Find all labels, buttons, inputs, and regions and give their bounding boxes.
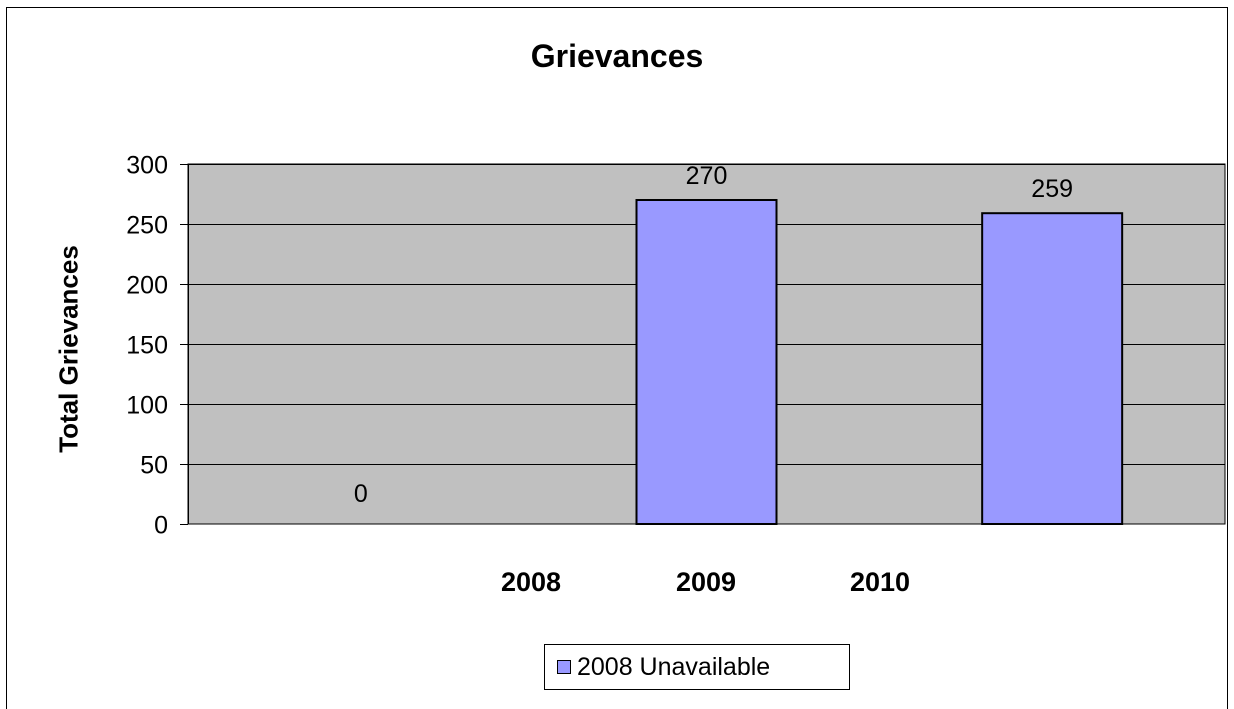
x-tick-label-2009: 2009 <box>676 567 736 597</box>
x-tick-label-2008: 2008 <box>501 567 561 597</box>
bar-2010 <box>981 212 1124 525</box>
y-tick-label: 0 <box>154 512 168 540</box>
data-label-2009: 270 <box>686 162 728 190</box>
data-label-2010: 259 <box>1031 175 1073 203</box>
legend: 2008 Unavailable <box>544 644 850 690</box>
data-label-2008: 0 <box>354 480 368 508</box>
y-tick-label: 200 <box>126 272 168 300</box>
y-tick-label: 300 <box>126 152 168 180</box>
bar-2009 <box>635 199 778 525</box>
y-tick-label: 100 <box>126 392 168 420</box>
y-tick-label: 250 <box>126 212 168 240</box>
legend-label: 2008 Unavailable <box>577 652 771 681</box>
y-tick-label: 50 <box>140 452 168 480</box>
chart-title: Grievances <box>530 38 704 74</box>
legend-swatch <box>557 660 571 674</box>
x-tick-label-2010: 2010 <box>850 567 910 597</box>
y-tick-label: 150 <box>126 332 168 360</box>
